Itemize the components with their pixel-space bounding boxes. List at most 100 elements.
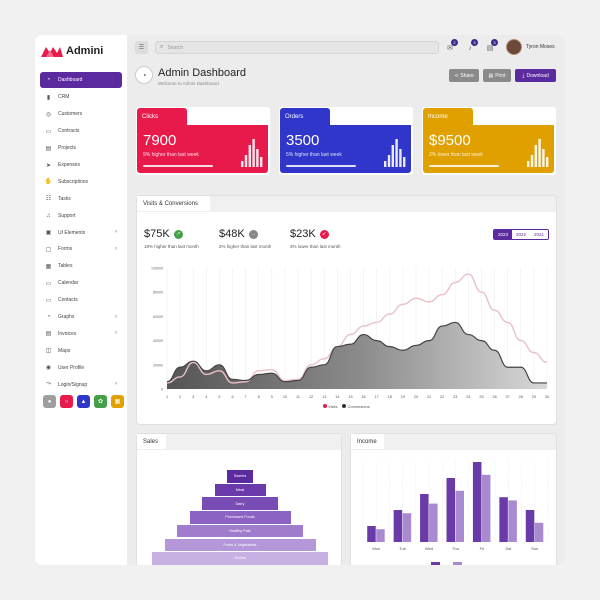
income-bar[interactable]	[534, 522, 544, 542]
chat-notifications-button[interactable]: ✉ 2	[445, 39, 458, 53]
login-icon: ⤳	[46, 381, 51, 388]
sidebar-item-maps[interactable]: ◫ Maps	[40, 342, 122, 359]
sidebar-item-login-signup[interactable]: ⤳ Login/Signup ›	[40, 376, 122, 393]
income-bar[interactable]	[402, 513, 412, 542]
send-icon: ➤	[45, 162, 52, 169]
sidebar-item-subscriptions[interactable]: ✋ Subscriptions	[40, 173, 122, 190]
print-button[interactable]: ▤ Print	[483, 69, 511, 82]
income-bar[interactable]	[420, 494, 429, 542]
sidebar-item-invoices[interactable]: ▤ Invoices ›	[40, 325, 122, 342]
x-tick-label: 27	[506, 395, 510, 399]
sidebar-item-tasks[interactable]: ☷ Tasks	[40, 190, 122, 207]
x-tick-label: 20	[414, 395, 418, 399]
sidebar-item-label: Login/Signup	[58, 381, 88, 388]
income-bar[interactable]	[376, 529, 385, 542]
sidebar-item-graphs[interactable]: ◔ Graphs ›	[40, 309, 122, 326]
sidebar-item-contacts[interactable]: ▭ Contacts	[40, 292, 122, 309]
x-tick-label: 17	[375, 395, 379, 399]
sidebar-item-ui-elements[interactable]: ▣ UI Elements ›	[40, 224, 122, 241]
theme-swatches: ● ○ ▲ ✿ ▦	[43, 395, 124, 408]
stat-change: 9% higher than last week	[143, 152, 199, 158]
brand-logo[interactable]: Admini	[41, 41, 103, 61]
income-bar[interactable]	[393, 510, 403, 542]
year-option-2023[interactable]: 2023	[493, 230, 512, 239]
search-input[interactable]: ⌕ Search	[155, 41, 439, 54]
tab-income[interactable]: Income	[351, 434, 384, 450]
stat-card-tab[interactable]: Clicks	[137, 108, 187, 126]
globe-icon: ◎	[45, 111, 52, 118]
funnel-segment[interactable]: Sweets	[227, 470, 253, 483]
funnel-segment[interactable]: Processed Foods	[189, 511, 291, 524]
theme-swatch-grid-icon[interactable]: ▦	[111, 395, 124, 408]
trend-icon: ↙	[319, 229, 329, 239]
sidebar-item-forms[interactable]: ▢ Forms ›	[40, 241, 122, 258]
theme-swatch-triangle-icon[interactable]: ▲	[77, 395, 90, 408]
income-bar[interactable]	[499, 497, 508, 542]
stat-card-income: Income $9500 2% lower than last week	[422, 107, 556, 175]
sidebar-item-label: Subscriptions	[58, 178, 89, 185]
funnel-segment[interactable]: Grains	[152, 552, 328, 565]
sidebar-item-projects[interactable]: ▤ Projects	[40, 140, 122, 157]
sidebar-item-label: Contacts	[58, 297, 78, 304]
x-tick-label: 8	[258, 395, 260, 399]
stat-card-body: $9500 2% lower than last week	[423, 125, 554, 173]
sidebar-item-contracts[interactable]: ▭ Contracts	[40, 123, 122, 140]
sidebar-item-label: Forms	[58, 246, 73, 253]
sidebar-item-customers[interactable]: ◎ Customers	[40, 106, 122, 123]
income-bar[interactable]	[472, 462, 482, 542]
menu-toggle-button[interactable]: ☰	[135, 41, 148, 54]
x-tick-label: Sun	[531, 546, 538, 551]
table-icon: ▦	[45, 263, 52, 270]
user-icon: ◉	[45, 365, 52, 372]
income-bar[interactable]	[455, 490, 465, 542]
sidebar-item-crm[interactable]: ▮ CRM	[40, 89, 122, 106]
year-option-2021[interactable]: 2021	[529, 230, 548, 239]
inbox-notifications-button[interactable]: ▤ 3	[485, 39, 498, 53]
legend-visits: Visits	[323, 404, 337, 409]
theme-swatch-person-icon[interactable]: ●	[43, 395, 56, 408]
panel-tabbar	[137, 196, 556, 212]
year-option-2022[interactable]: 2022	[511, 230, 530, 239]
sidebar-item-support[interactable]: ♫ Support	[40, 207, 122, 224]
sidebar-item-user-profile[interactable]: ◉ User Profile	[40, 359, 122, 376]
trend-icon: →	[248, 229, 258, 239]
share-button[interactable]: ⋖ Share	[449, 69, 479, 82]
sidebar-item-label: Invoices	[58, 330, 77, 337]
sidebar-item-expenses[interactable]: ➤ Expenses	[40, 157, 122, 174]
tab-visits-conversions[interactable]: Visits & Conversions	[137, 196, 210, 212]
funnel-segment[interactable]: Dairy	[202, 497, 278, 510]
theme-swatch-gear-icon[interactable]: ✿	[94, 395, 107, 408]
sidebar-item-tables[interactable]: ▦ Tables	[40, 258, 122, 275]
income-bar[interactable]	[446, 478, 456, 542]
funnel-segment[interactable]: Healthy Fats	[177, 524, 303, 538]
sidebar-item-dashboard[interactable]: ◔ Dashboard	[40, 72, 122, 88]
sidebar-item-calendar[interactable]: ▭ Calendar	[40, 275, 122, 292]
tab-sales[interactable]: Sales	[137, 434, 166, 450]
sidebar-item-label: Customers	[58, 111, 83, 118]
stat-card-tab[interactable]: Income	[423, 108, 473, 126]
avatar[interactable]	[506, 39, 522, 55]
stat-card-tab[interactable]: Orders	[280, 108, 330, 126]
income-bar[interactable]	[429, 503, 438, 542]
funnel-segment[interactable]: Fruits & Vegetables	[164, 538, 316, 551]
funnel-segment[interactable]: Meat	[214, 483, 266, 497]
x-tick-label: Sat	[505, 546, 512, 551]
theme-swatch-circle-icon[interactable]: ○	[60, 395, 73, 408]
y-tick-label: 100000	[151, 267, 163, 271]
income-bar[interactable]	[367, 526, 376, 542]
panel-tabbar	[137, 434, 341, 450]
user-name[interactable]: Tyron Moses	[526, 44, 555, 50]
download-button[interactable]: ⤓ Download	[515, 69, 556, 82]
income-panel: Income Mon Tue Wed Thu Fri Sat Sun	[350, 433, 557, 565]
sidebar-nav: ◔ Dashboard ▮ CRM ◎ Customers ▭ Contracts ▤ Proje…	[40, 72, 122, 393]
x-tick-label: Wed	[425, 546, 433, 551]
income-bar[interactable]	[508, 500, 517, 542]
x-tick-label: 14	[335, 395, 339, 399]
income-bar[interactable]	[525, 510, 535, 542]
income-bar[interactable]	[481, 474, 491, 542]
bell-notifications-button[interactable]: ♪ 3	[465, 39, 478, 53]
x-tick-label: 9	[271, 395, 273, 399]
search-placeholder: Search	[167, 44, 184, 51]
notification-badge: 2	[451, 39, 458, 46]
